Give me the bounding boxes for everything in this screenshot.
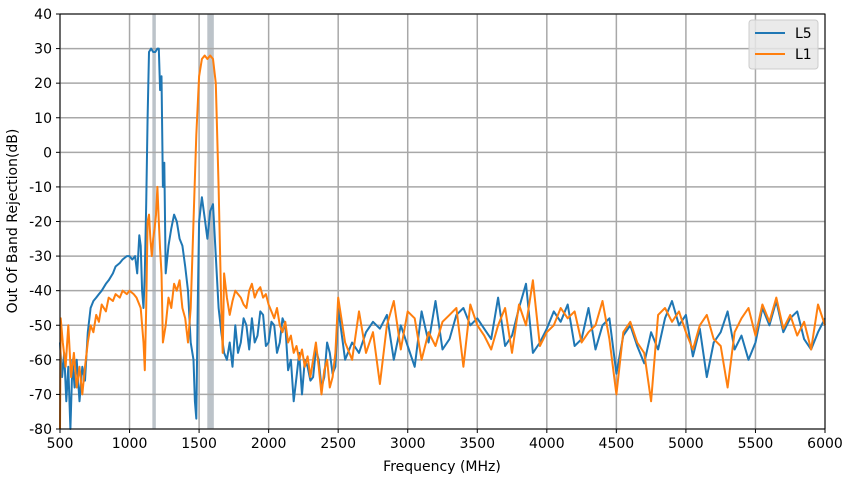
x-ticks: 500 1000 1500 2000 2500 3000 3500 4000 4500 5000 5…	[47, 429, 843, 452]
y-tick-label: 30	[34, 42, 52, 58]
y-tick-label: -20	[29, 215, 52, 231]
x-tick-label: 500	[47, 436, 74, 452]
x-axis-label: Frequency (MHz)	[383, 459, 501, 475]
x-tick-label: 5500	[738, 436, 774, 452]
x-tick-label: 1500	[181, 436, 217, 452]
series-line-l5	[59, 47, 826, 430]
y-tick-label: 40	[34, 7, 52, 23]
grid	[59, 13, 826, 430]
y-tick-label: 0	[43, 145, 52, 161]
y-tick-label: -10	[29, 180, 52, 196]
x-tick-label: 6000	[807, 436, 843, 452]
x-tick-label: 3000	[390, 436, 426, 452]
y-tick-label: -40	[29, 284, 52, 300]
series-lines	[59, 47, 826, 430]
legend-label-l5: L5	[795, 26, 812, 42]
x-tick-label: 5000	[668, 436, 704, 452]
y-tick-label: 20	[34, 76, 52, 92]
y-tick-label: -30	[29, 249, 52, 265]
x-tick-label: 4500	[599, 436, 635, 452]
legend-label-l1: L1	[795, 47, 812, 63]
y-tick-label: -80	[29, 422, 52, 438]
y-ticks: 40 30 20 10 0 -10 -20 -30 -40 -50 -60 -70 -80	[29, 7, 60, 438]
y-tick-label: -60	[29, 353, 52, 369]
y-axis-label: Out Of Band Rejection(dB)	[5, 129, 21, 314]
series-line-l1	[59, 54, 826, 430]
y-tick-label: -70	[29, 387, 52, 403]
legend: L5 L1	[748, 19, 819, 70]
x-tick-label: 4000	[529, 436, 565, 452]
x-tick-label: 2000	[251, 436, 287, 452]
x-tick-label: 3500	[459, 436, 495, 452]
x-tick-label: 2500	[320, 436, 356, 452]
x-tick-label: 1000	[112, 436, 148, 452]
y-tick-label: 10	[34, 111, 52, 127]
y-tick-label: -50	[29, 318, 52, 334]
